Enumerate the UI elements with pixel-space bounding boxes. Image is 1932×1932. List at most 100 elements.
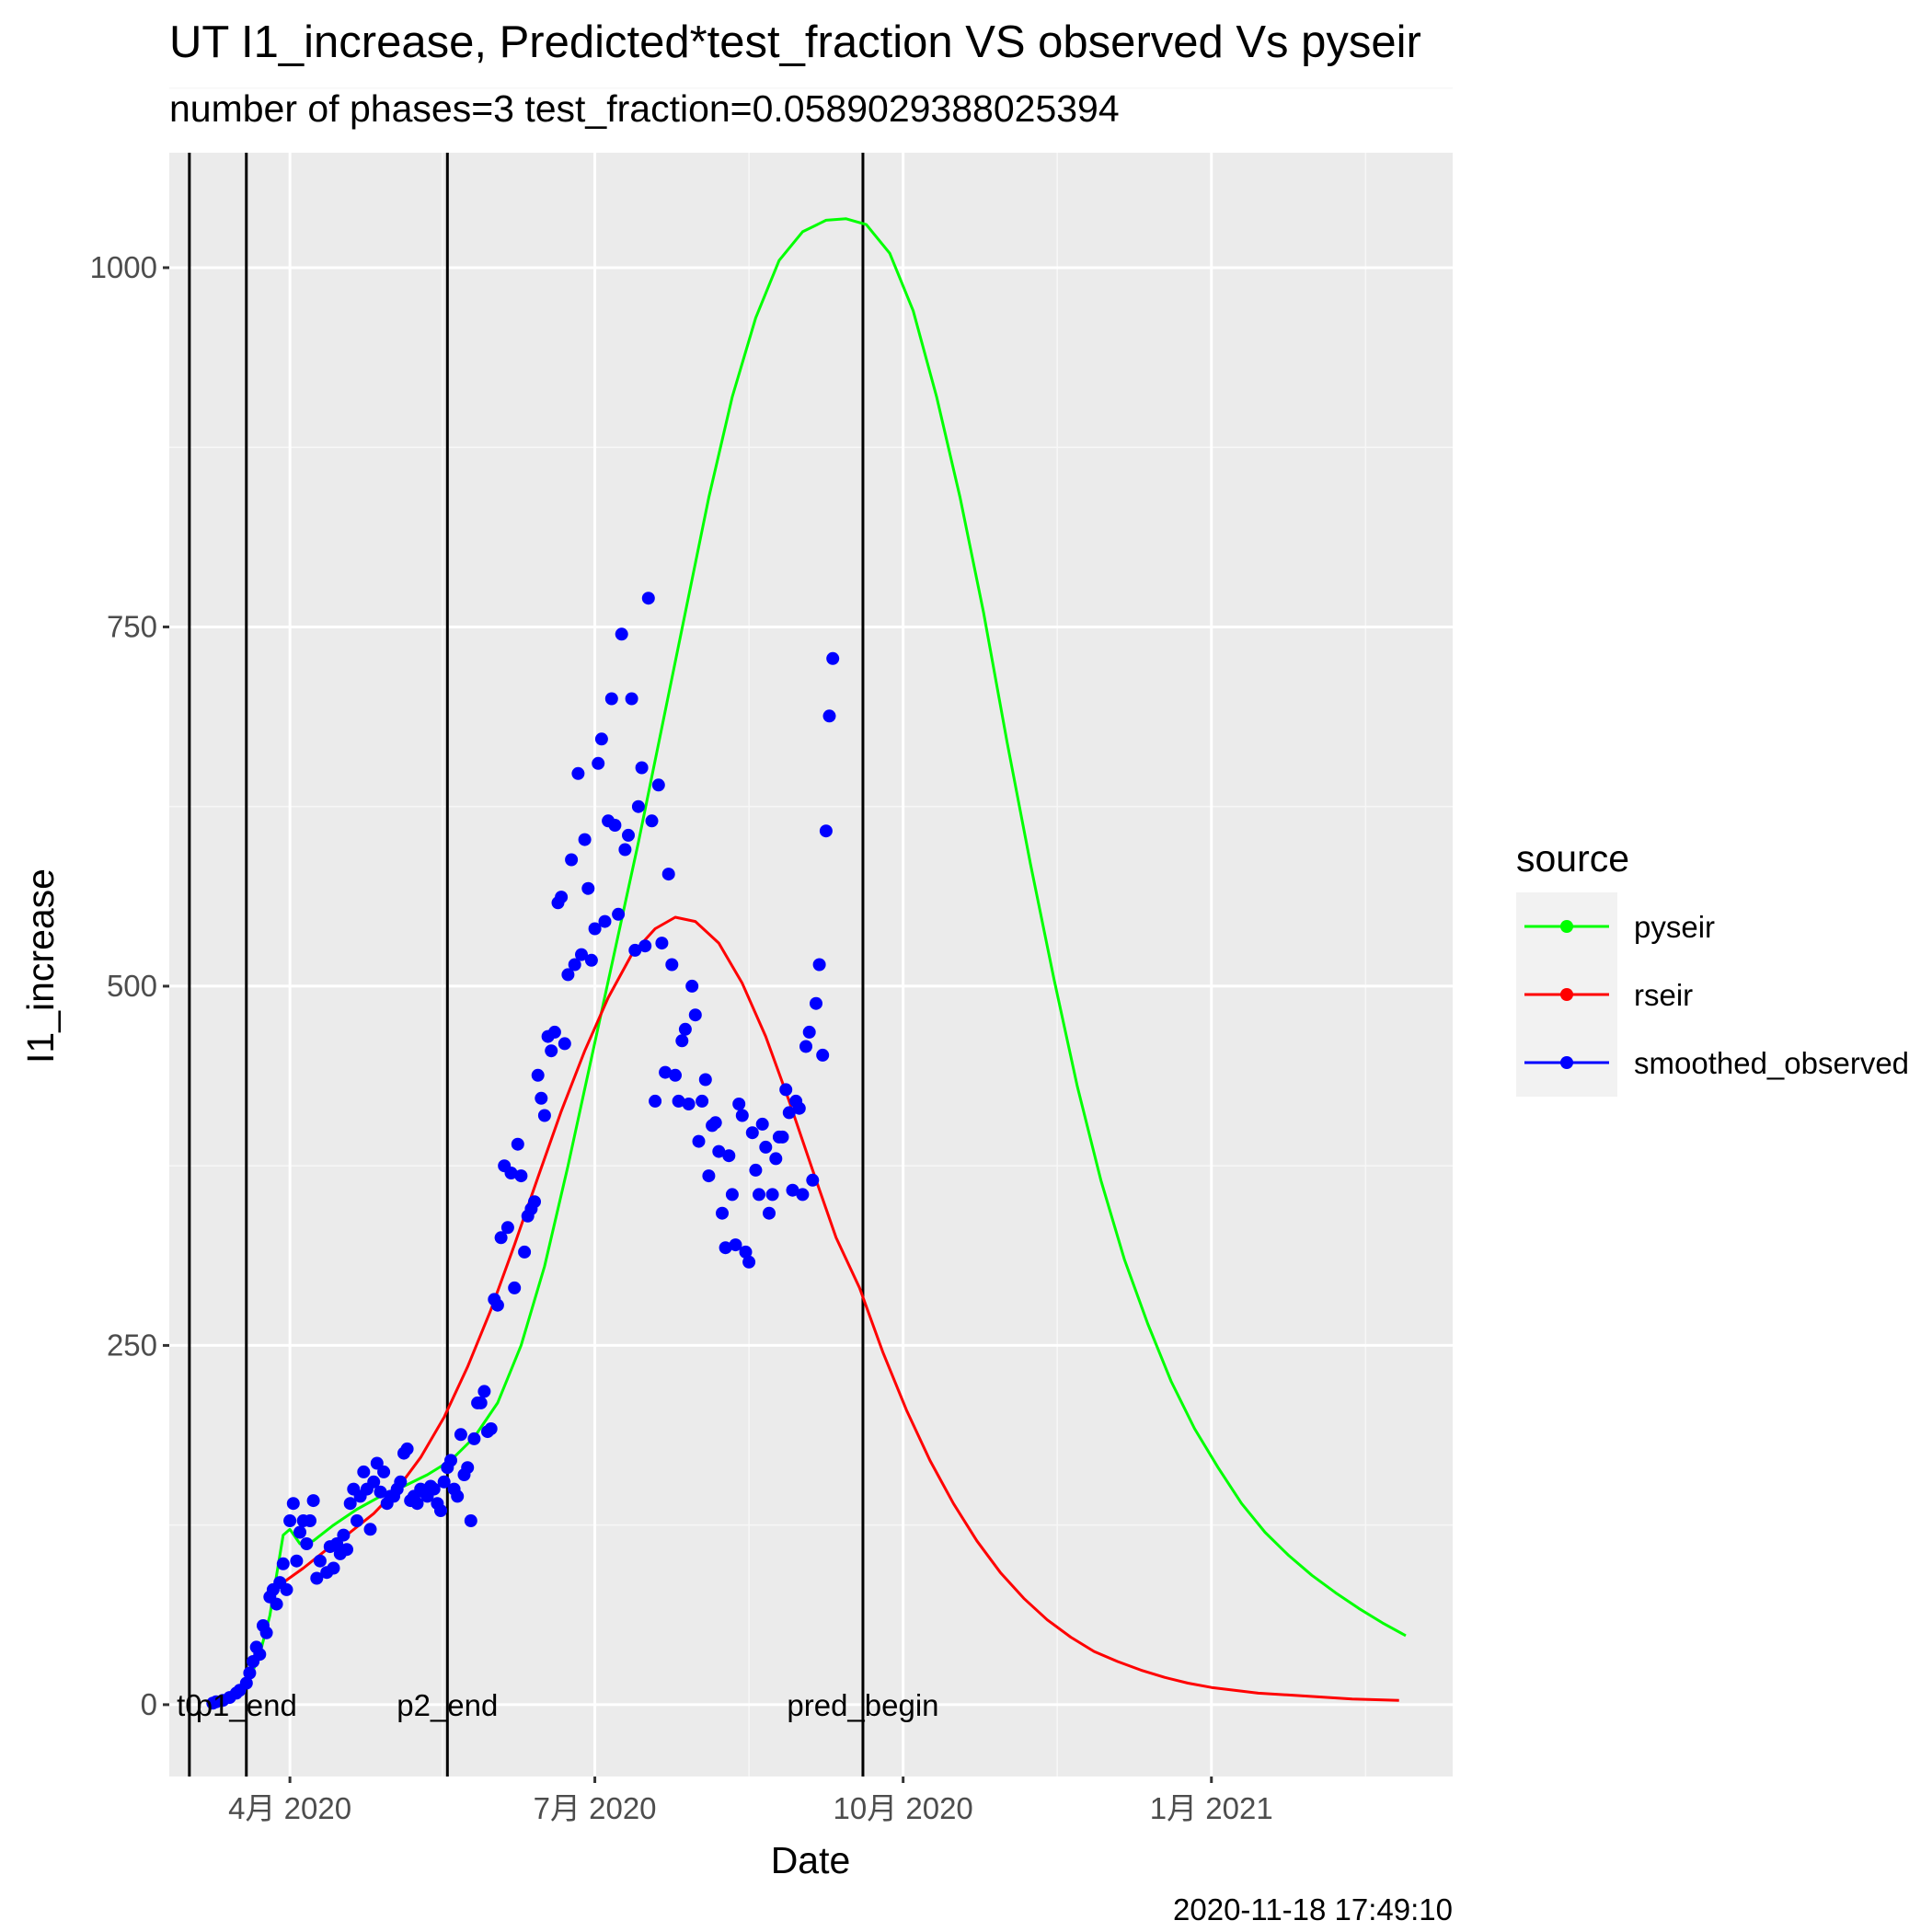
observed-point: [578, 833, 592, 846]
observed-point: [561, 968, 575, 982]
observed-point: [528, 1195, 541, 1209]
observed-point: [410, 1497, 424, 1511]
observed-point: [588, 922, 602, 936]
observed-point: [732, 1098, 746, 1110]
observed-point: [755, 1117, 769, 1131]
observed-point: [310, 1571, 324, 1585]
observed-point: [753, 1188, 765, 1202]
observed-point: [394, 1475, 408, 1489]
plot-panel: [169, 153, 1453, 1777]
observed-point: [568, 958, 581, 972]
observed-point: [427, 1482, 441, 1496]
observed-point: [504, 1167, 518, 1179]
legend-key-point: [1560, 988, 1573, 1001]
major-gridlines: [169, 153, 1453, 1777]
observed-point: [363, 1523, 377, 1536]
observed-point: [444, 1454, 457, 1467]
observed-point: [661, 868, 675, 881]
observed-point: [716, 1206, 729, 1220]
observed-point: [759, 1140, 773, 1154]
observed-point: [584, 953, 598, 967]
observed-points: [206, 592, 840, 1710]
observed-point: [283, 1514, 297, 1527]
observed-point: [518, 1245, 532, 1259]
observed-point: [802, 1025, 816, 1039]
observed-point: [351, 1514, 363, 1527]
observed-point: [786, 1183, 799, 1197]
observed-point: [253, 1648, 267, 1662]
observed-point: [631, 799, 645, 813]
observed-point: [565, 853, 579, 867]
observed-point: [313, 1554, 327, 1568]
observed-point: [792, 1101, 806, 1115]
y-axis-title: I1_increase: [19, 868, 62, 1064]
observed-point: [400, 1442, 414, 1455]
observed-point: [702, 1169, 716, 1183]
observed-point: [622, 828, 635, 842]
phase-label-t0: t0: [177, 1688, 202, 1722]
observed-point: [290, 1554, 304, 1568]
legend-title: source: [1516, 837, 1629, 880]
observed-point: [545, 1044, 558, 1058]
observed-point: [719, 1241, 732, 1255]
observed-point: [494, 1231, 508, 1245]
observed-point: [769, 1152, 783, 1166]
observed-point: [722, 1149, 736, 1163]
observed-point: [628, 943, 642, 957]
observed-point: [500, 1221, 514, 1235]
phase-label-pred-begin: pred_begin: [787, 1688, 938, 1722]
observed-point: [796, 1188, 810, 1202]
observed-point: [243, 1666, 257, 1680]
series-line-rseir: [282, 915, 1399, 1702]
observed-point: [340, 1543, 353, 1557]
observed-point: [812, 958, 826, 972]
observed-point: [531, 1068, 545, 1082]
observed-point: [659, 1065, 673, 1079]
observed-point: [370, 1456, 384, 1470]
observed-point: [618, 843, 632, 857]
observed-point: [508, 1281, 522, 1294]
observed-point: [374, 1485, 387, 1499]
observed-point: [474, 1396, 488, 1409]
observed-point: [514, 1169, 528, 1183]
observed-point: [826, 651, 840, 665]
observed-point: [367, 1475, 381, 1489]
observed-point: [547, 1025, 561, 1039]
phase-label-p2-end: p2_end: [397, 1688, 498, 1722]
x-tick-label: 1月 2021: [1150, 1791, 1273, 1825]
y-axis-ticks: 0 250 500 750 1000: [90, 250, 169, 1721]
y-tick-label: 750: [107, 609, 157, 643]
observed-point: [696, 1094, 709, 1108]
observed-point: [779, 1083, 793, 1097]
observed-point: [608, 819, 622, 832]
observed-point: [286, 1497, 300, 1511]
observed-point: [729, 1238, 742, 1252]
chart-subtitle: number of phases=3 test_fraction=0.05890…: [169, 87, 1120, 130]
observed-point: [437, 1475, 451, 1489]
observed-point: [612, 907, 626, 921]
observed-point: [357, 1465, 371, 1478]
observed-point: [464, 1514, 477, 1527]
observed-point: [782, 1106, 796, 1120]
observed-point: [672, 1094, 685, 1108]
observed-point: [641, 592, 655, 605]
observed-point: [678, 1022, 692, 1036]
y-tick-label: 1000: [90, 250, 157, 284]
observed-point: [434, 1504, 447, 1517]
observed-point: [511, 1137, 524, 1151]
x-tick-label: 7月 2020: [534, 1791, 657, 1825]
legend-label-pyseir: pyseir: [1634, 910, 1715, 944]
observed-point: [293, 1525, 306, 1539]
observed-point: [692, 1134, 706, 1148]
observed-point: [558, 1037, 571, 1051]
legend-key-point: [1560, 1056, 1573, 1069]
legend-label-rseir: rseir: [1634, 978, 1693, 1012]
observed-point: [688, 1008, 702, 1022]
x-tick-label: 4月 2020: [228, 1791, 351, 1825]
observed-point: [343, 1497, 357, 1511]
observed-point: [484, 1422, 498, 1435]
x-axis-title: Date: [771, 1839, 851, 1881]
observed-point: [615, 627, 628, 641]
observed-point: [276, 1557, 290, 1570]
